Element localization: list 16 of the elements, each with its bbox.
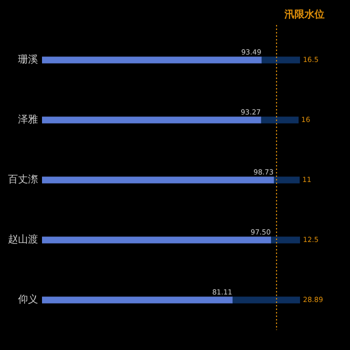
bar: [42, 176, 274, 184]
bar: [42, 236, 272, 244]
bar: [260, 56, 300, 64]
bar: [270, 236, 300, 244]
y-tick-label: 百丈漈: [8, 174, 38, 186]
bar: [42, 56, 262, 64]
bar: [42, 116, 262, 124]
bar: [273, 176, 300, 184]
bar: [232, 296, 300, 304]
y-tick-label: 珊溪: [18, 54, 38, 66]
y-tick-label: 泽雅: [18, 114, 38, 126]
bar: [260, 116, 299, 124]
ref-line-label: 汛限水位: [284, 8, 325, 21]
bar: [42, 296, 233, 304]
y-tick-label: 赵山渡: [8, 234, 38, 246]
y-tick-label: 仰义: [18, 294, 38, 306]
